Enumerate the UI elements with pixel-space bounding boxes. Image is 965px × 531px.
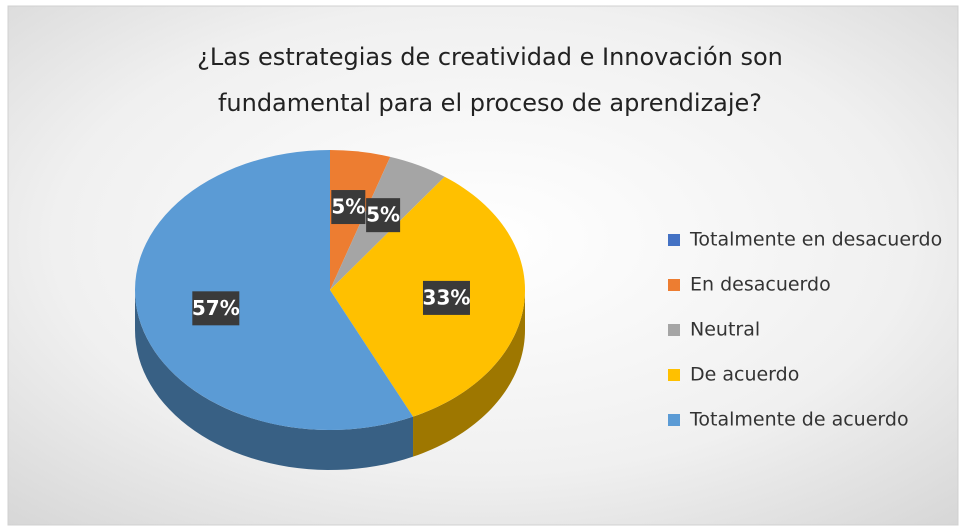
slice-side <box>135 290 414 470</box>
data-label-box <box>192 291 240 326</box>
legend-swatch <box>668 234 680 246</box>
legend-label: Neutral <box>690 319 760 341</box>
data-label-box <box>366 198 401 233</box>
data-label-box <box>422 280 470 315</box>
chart-title: ¿Las estrategias de creatividad e Innova… <box>197 43 783 117</box>
legend-label: Totalmente de acuerdo <box>689 409 909 431</box>
legend-swatch <box>668 414 680 426</box>
data-label: 5% <box>366 203 400 227</box>
data-label: 33% <box>423 285 471 309</box>
slice <box>135 150 414 430</box>
legend-label: En desacuerdo <box>690 274 831 296</box>
legend-label: Totalmente en desacuerdo <box>689 229 942 251</box>
slice-side <box>413 290 525 457</box>
data-label-box <box>331 190 366 225</box>
legend-swatch <box>668 369 680 381</box>
data-label: 5% <box>331 195 365 219</box>
legend-swatch <box>668 279 680 291</box>
legend-swatch <box>668 324 680 336</box>
data-label: 57% <box>192 296 240 320</box>
legend-label: De acuerdo <box>690 364 799 386</box>
